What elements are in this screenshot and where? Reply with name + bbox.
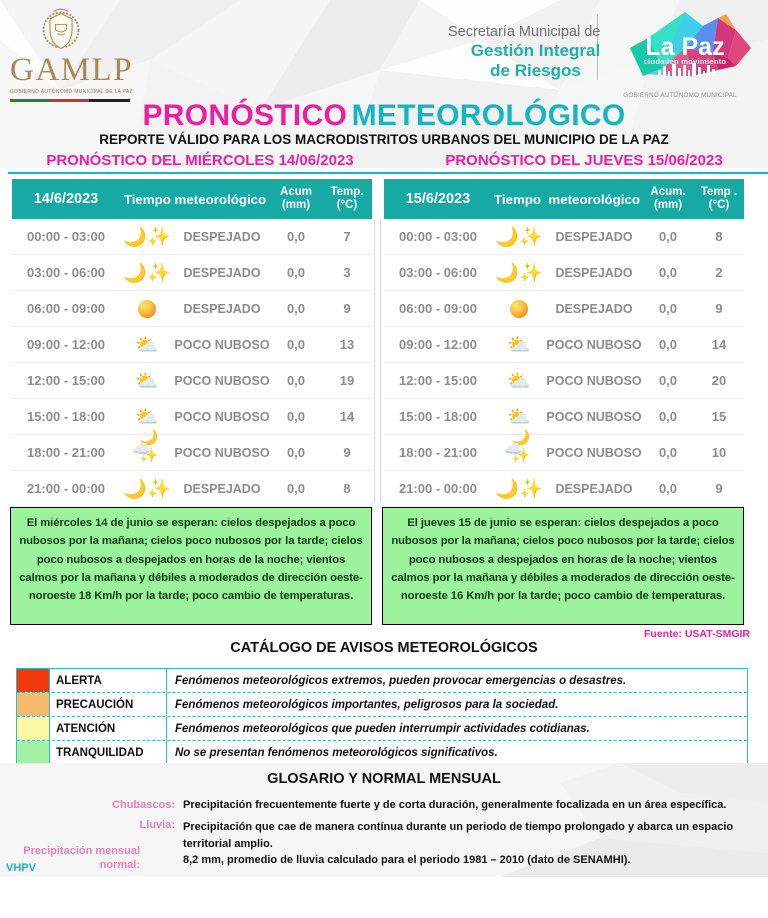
svg-text:ciudaden movimiento: ciudaden movimiento xyxy=(644,57,727,66)
